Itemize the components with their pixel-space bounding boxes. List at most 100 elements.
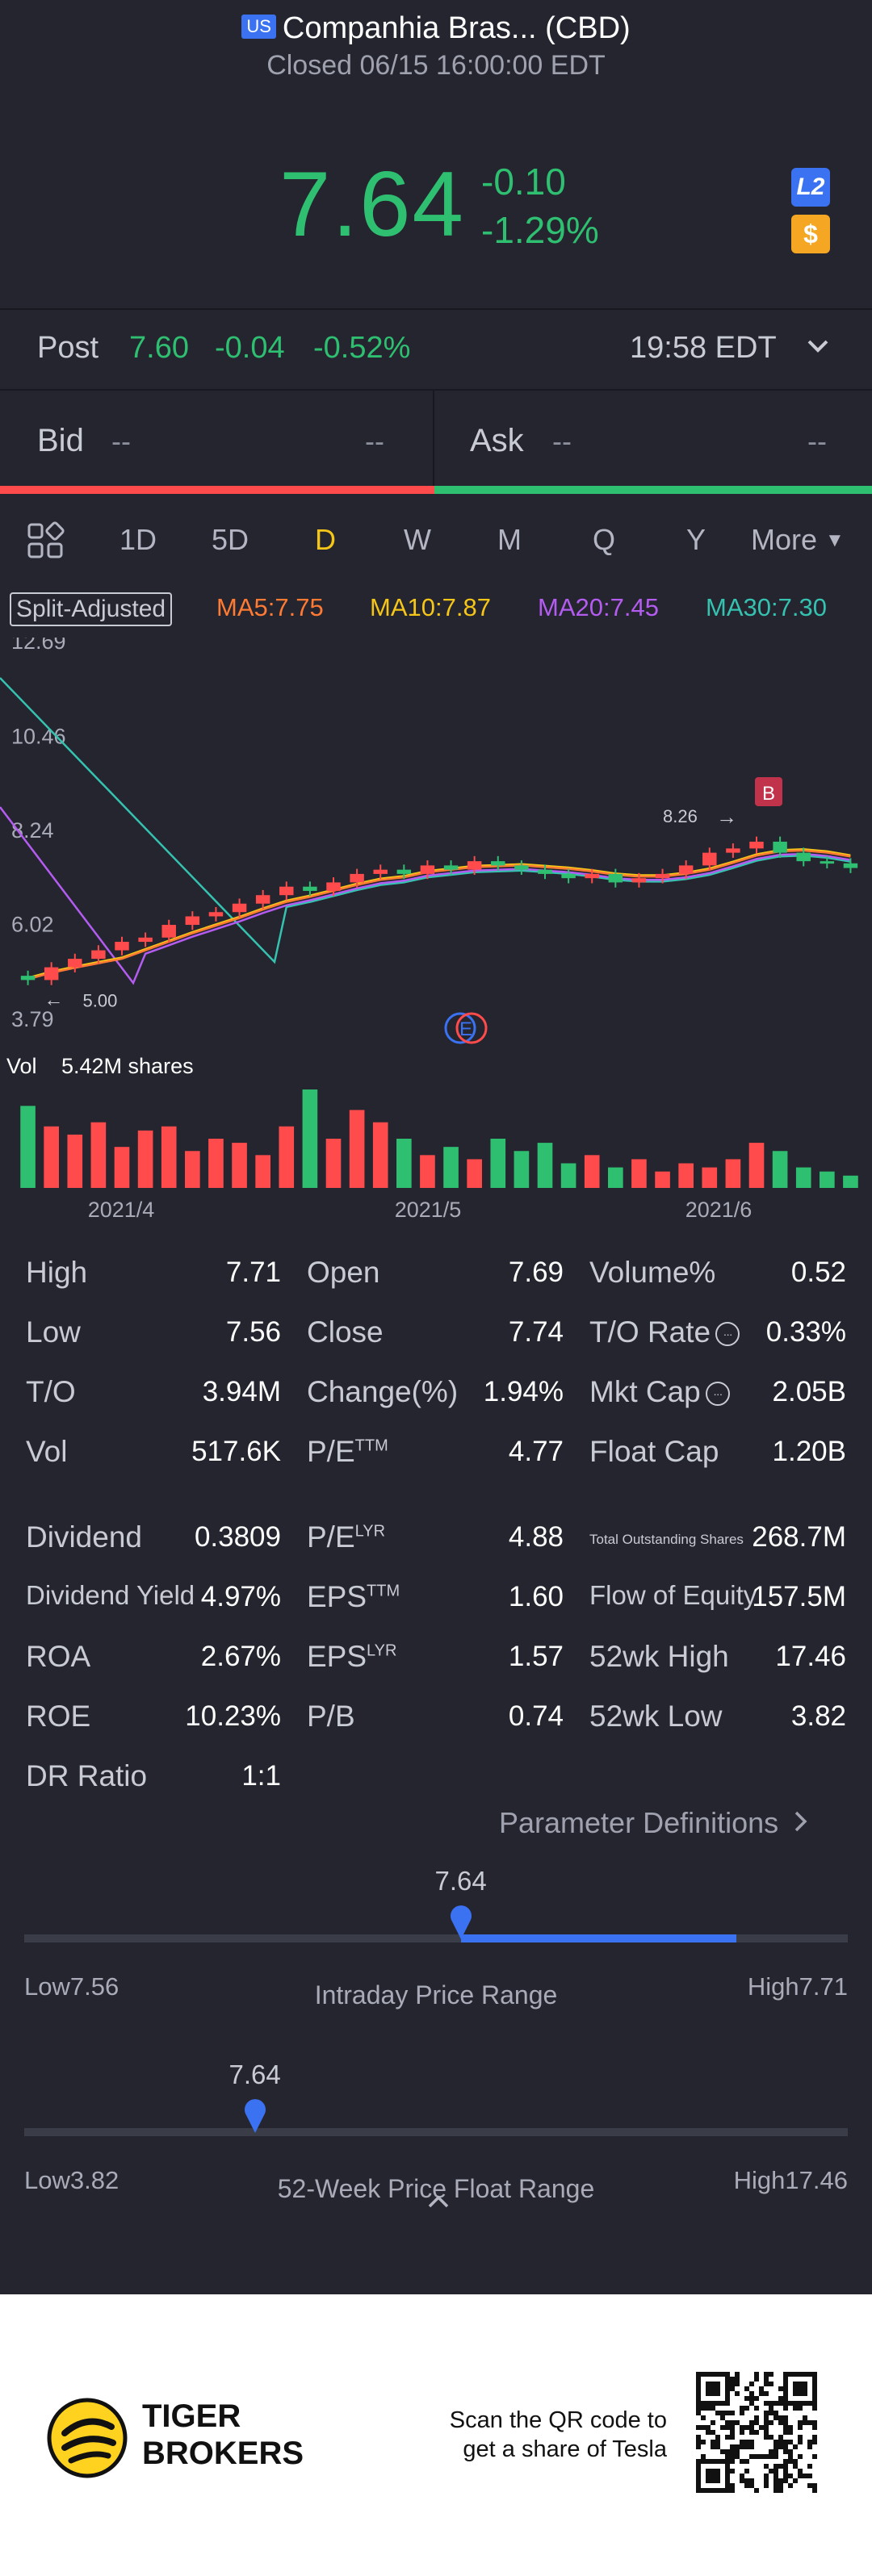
info-icon[interactable]: ··· bbox=[715, 1322, 740, 1347]
qr-module bbox=[749, 2396, 754, 2401]
stat-label-text: Close bbox=[307, 1315, 384, 1349]
stat-value: 0.52 bbox=[790, 1257, 846, 1288]
stat-label: 52wk Low bbox=[589, 1700, 723, 1733]
range-high-label: High7.71 bbox=[747, 1972, 848, 2001]
qr-module bbox=[788, 2483, 793, 2488]
candle-body bbox=[279, 886, 294, 896]
tab-m[interactable]: M bbox=[497, 523, 522, 556]
volume-bar bbox=[443, 1147, 459, 1188]
volume-bar bbox=[372, 1122, 388, 1188]
volume-bar bbox=[279, 1126, 295, 1188]
price-change-pct: -1.29% bbox=[481, 209, 599, 251]
split-adjusted-toggle[interactable]: Split-Adjusted bbox=[10, 592, 173, 626]
qr-module bbox=[764, 2435, 769, 2440]
qr-module bbox=[783, 2425, 788, 2430]
volume-bar bbox=[161, 1126, 177, 1188]
trade-marker-label: B bbox=[762, 783, 775, 805]
qr-module bbox=[720, 2415, 725, 2420]
qr-caption-line-1: Scan the QR code to bbox=[449, 2407, 667, 2433]
qr-module bbox=[812, 2406, 817, 2411]
volume-bar bbox=[490, 1139, 506, 1188]
candle-body bbox=[232, 903, 247, 913]
tab-d[interactable]: D bbox=[315, 523, 336, 556]
qr-module bbox=[807, 2483, 812, 2488]
qr-module bbox=[740, 2430, 744, 2435]
stat-value: 10.23% bbox=[185, 1700, 281, 1732]
info-icon[interactable]: ··· bbox=[705, 1382, 730, 1407]
candle-body bbox=[726, 848, 740, 853]
ma30-label: MA30:7.30 bbox=[706, 593, 827, 621]
range-low-label: Low3.82 bbox=[24, 2166, 119, 2194]
qr-module bbox=[764, 2430, 769, 2435]
tab-1d[interactable]: 1D bbox=[119, 523, 157, 556]
qr-module bbox=[735, 2382, 740, 2386]
volume-bar bbox=[655, 1171, 670, 1188]
qr-module bbox=[807, 2444, 812, 2449]
caret-down-icon: ▼ bbox=[825, 529, 845, 551]
chevron-right-icon bbox=[793, 1806, 809, 1840]
qr-module bbox=[812, 2440, 817, 2444]
qr-module bbox=[730, 2382, 735, 2386]
qr-module bbox=[812, 2483, 817, 2488]
stat-label-text: T/O Rate bbox=[589, 1315, 711, 1349]
qr-module bbox=[793, 2464, 798, 2469]
qr-module bbox=[759, 2454, 764, 2459]
qr-module bbox=[749, 2401, 754, 2406]
stat-label-text: DR Ratio bbox=[26, 1759, 148, 1792]
qr-module bbox=[720, 2411, 725, 2415]
tab-q[interactable]: Q bbox=[593, 523, 616, 556]
qr-module bbox=[793, 2444, 798, 2449]
qr-module bbox=[744, 2406, 749, 2411]
qr-module bbox=[725, 2435, 730, 2440]
qr-module bbox=[764, 2464, 769, 2469]
qr-module bbox=[730, 2459, 735, 2464]
divider bbox=[433, 391, 434, 486]
stat-label-text: Flow of Equity bbox=[589, 1580, 757, 1610]
qr-module bbox=[725, 2454, 730, 2459]
qr-module bbox=[764, 2372, 769, 2377]
layout-grid-icon[interactable] bbox=[26, 521, 65, 564]
qr-module bbox=[706, 2406, 711, 2411]
qr-module bbox=[773, 2474, 778, 2478]
dollar-badge[interactable]: $ bbox=[791, 215, 830, 253]
stat-label: P/ELYR bbox=[307, 1520, 385, 1554]
qr-module bbox=[730, 2420, 735, 2425]
level2-badge[interactable]: L2 bbox=[791, 168, 830, 207]
stat-label-text: 52wk Low bbox=[589, 1700, 723, 1733]
qr-module bbox=[798, 2474, 803, 2478]
qr-module bbox=[807, 2464, 812, 2469]
qr-module bbox=[715, 2444, 720, 2449]
stat-label: Float Cap bbox=[589, 1435, 719, 1469]
parameter-definitions-link[interactable]: Parameter Definitions bbox=[499, 1806, 809, 1840]
chevron-up-icon[interactable] bbox=[426, 2192, 451, 2215]
qr-module bbox=[744, 2396, 749, 2401]
qr-module bbox=[798, 2440, 803, 2444]
candle-body bbox=[796, 852, 811, 862]
stat-value: 2.05B bbox=[772, 1376, 846, 1407]
ask-label: Ask bbox=[470, 423, 524, 458]
qr-module bbox=[735, 2420, 740, 2425]
candle-body bbox=[138, 937, 153, 943]
chevron-down-icon[interactable] bbox=[804, 332, 832, 364]
more-button[interactable]: More ▼ bbox=[751, 523, 845, 557]
qr-module bbox=[793, 2478, 798, 2483]
qr-module bbox=[788, 2454, 793, 2459]
bid-size: -- bbox=[365, 424, 384, 458]
candle-body bbox=[467, 861, 482, 870]
tab-y[interactable]: Y bbox=[686, 523, 706, 556]
qr-module bbox=[730, 2435, 735, 2440]
qr-module bbox=[749, 2425, 754, 2430]
qr-module bbox=[812, 2488, 817, 2493]
bid-label: Bid bbox=[37, 423, 84, 458]
qr-module bbox=[783, 2420, 788, 2425]
tab-5d[interactable]: 5D bbox=[212, 523, 249, 556]
qr-module bbox=[715, 2411, 720, 2415]
qr-module bbox=[778, 2464, 783, 2469]
stat-label-text: ROE bbox=[26, 1700, 91, 1733]
candle-body bbox=[161, 925, 176, 938]
qr-module bbox=[812, 2425, 817, 2430]
candle-body bbox=[702, 852, 717, 866]
qr-module bbox=[778, 2420, 783, 2425]
tab-w[interactable]: W bbox=[404, 523, 431, 556]
